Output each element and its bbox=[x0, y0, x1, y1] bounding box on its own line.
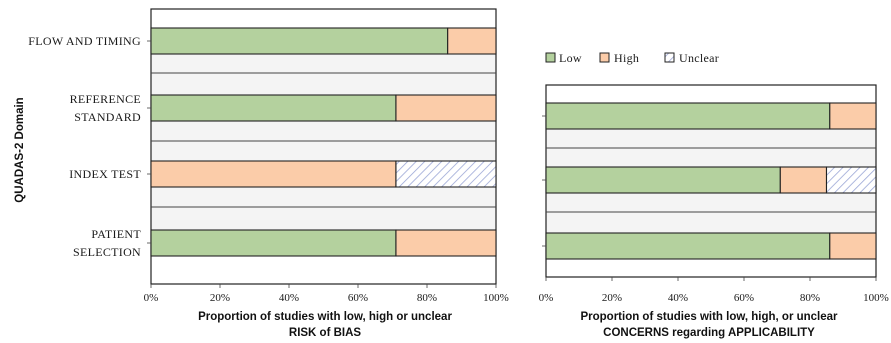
row-band bbox=[151, 207, 496, 230]
category-label: INDEX TEST bbox=[69, 167, 141, 181]
row-band bbox=[151, 187, 496, 207]
bar-segment-high bbox=[447, 27, 497, 55]
x-axis-title-line: RISK of BIAS bbox=[289, 327, 362, 339]
row-band bbox=[151, 121, 496, 141]
bar-segment-unclear bbox=[395, 160, 497, 188]
y-axis-title-group: QUADAS-2 Domain bbox=[14, 97, 26, 202]
category-label: REFERENCE bbox=[70, 92, 141, 106]
row-band bbox=[546, 148, 876, 167]
row-band bbox=[546, 212, 876, 233]
legend-label-low: Low bbox=[559, 51, 582, 65]
x-tick-label: 80% bbox=[417, 292, 437, 304]
legend-swatch-high bbox=[599, 52, 610, 63]
category-label: SELECTION bbox=[73, 245, 141, 259]
category-label: FLOW AND TIMING bbox=[28, 34, 141, 48]
y-axis-title: QUADAS-2 Domain bbox=[14, 97, 26, 202]
x-axis-title-line: CONCERNS regarding APPLICABILITY bbox=[603, 327, 815, 339]
applicability-panel: 0% 20% 40% 60% 80% 100% Proportion of studies … bbox=[539, 84, 889, 339]
bar-segment-high bbox=[829, 102, 877, 130]
bar-segment-high bbox=[395, 229, 497, 257]
plot-frame bbox=[150, 8, 497, 285]
row-band bbox=[151, 141, 496, 161]
bar-segment-high bbox=[395, 94, 497, 122]
x-tick-label: 60% bbox=[734, 292, 754, 304]
bar-segment-low bbox=[545, 232, 831, 260]
x-tick-label: 20% bbox=[602, 292, 622, 304]
x-tick-label: 40% bbox=[668, 292, 688, 304]
category-label: STANDARD bbox=[74, 110, 141, 124]
x-axis-title-line: Proportion of studies with low, high, or… bbox=[580, 311, 838, 323]
x-tick-label: 0% bbox=[144, 292, 159, 304]
legend-swatch-unclear bbox=[664, 52, 675, 63]
row-band bbox=[546, 193, 876, 212]
bar-segment-high bbox=[829, 232, 877, 260]
category-label: PATIENT bbox=[91, 227, 141, 241]
bar-segment-low bbox=[545, 166, 781, 194]
x-axis-title-line: Proportion of studies with low, high or … bbox=[198, 311, 452, 323]
bar-segment-high bbox=[150, 160, 397, 188]
row-band bbox=[546, 129, 876, 148]
row-band bbox=[151, 54, 496, 73]
legend-label-high: High bbox=[614, 51, 639, 65]
bar-segment-low bbox=[545, 102, 831, 130]
x-tick-label: 40% bbox=[279, 292, 299, 304]
x-tick-label: 80% bbox=[800, 292, 820, 304]
x-tick-label: 100% bbox=[863, 292, 889, 304]
bar-segment-high bbox=[779, 166, 828, 194]
bar-segment-low bbox=[150, 94, 397, 122]
x-tick-label: 60% bbox=[348, 292, 368, 304]
bar-segment-low bbox=[150, 229, 397, 257]
x-tick-label: 20% bbox=[210, 292, 230, 304]
legend-label-unclear: Unclear bbox=[679, 51, 719, 65]
bar-segment-unclear bbox=[825, 166, 877, 194]
row-band bbox=[151, 73, 496, 95]
legend: Low High Unclear bbox=[545, 51, 719, 65]
bar-segment-low bbox=[150, 27, 449, 55]
x-tick-label: 0% bbox=[539, 292, 554, 304]
legend-swatch-low bbox=[545, 52, 556, 63]
x-tick-label: 100% bbox=[483, 292, 509, 304]
risk-of-bias-panel: 0% 20% 40% 60% 80% 100% Proportion of studies … bbox=[28, 8, 509, 339]
